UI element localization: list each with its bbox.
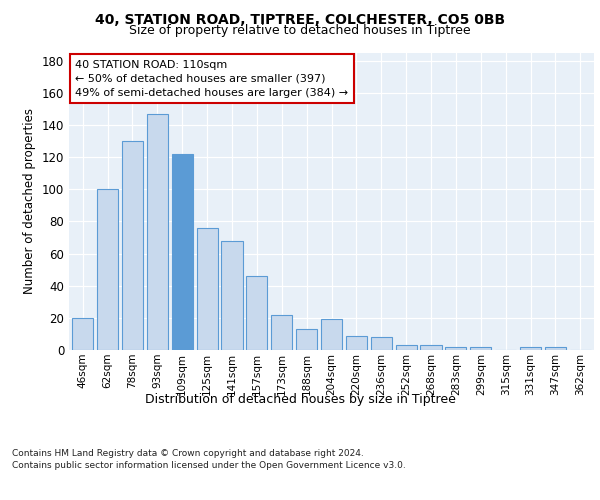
Text: Distribution of detached houses by size in Tiptree: Distribution of detached houses by size … bbox=[145, 392, 455, 406]
Bar bbox=[346, 336, 367, 350]
Bar bbox=[271, 314, 292, 350]
Bar bbox=[545, 347, 566, 350]
Bar bbox=[246, 276, 268, 350]
Text: 40, STATION ROAD, TIPTREE, COLCHESTER, CO5 0BB: 40, STATION ROAD, TIPTREE, COLCHESTER, C… bbox=[95, 12, 505, 26]
Bar bbox=[147, 114, 168, 350]
Bar bbox=[122, 141, 143, 350]
Bar bbox=[197, 228, 218, 350]
Bar bbox=[321, 320, 342, 350]
Bar bbox=[72, 318, 93, 350]
Bar bbox=[520, 347, 541, 350]
Text: 40 STATION ROAD: 110sqm
← 50% of detached houses are smaller (397)
49% of semi-d: 40 STATION ROAD: 110sqm ← 50% of detache… bbox=[76, 60, 349, 98]
Bar bbox=[221, 240, 242, 350]
Bar bbox=[421, 345, 442, 350]
Text: Contains public sector information licensed under the Open Government Licence v3: Contains public sector information licen… bbox=[12, 461, 406, 470]
Bar bbox=[296, 329, 317, 350]
Text: Contains HM Land Registry data © Crown copyright and database right 2024.: Contains HM Land Registry data © Crown c… bbox=[12, 448, 364, 458]
Bar bbox=[97, 189, 118, 350]
Bar bbox=[445, 347, 466, 350]
Y-axis label: Number of detached properties: Number of detached properties bbox=[23, 108, 36, 294]
Bar bbox=[172, 154, 193, 350]
Bar bbox=[371, 337, 392, 350]
Bar bbox=[470, 347, 491, 350]
Text: Size of property relative to detached houses in Tiptree: Size of property relative to detached ho… bbox=[129, 24, 471, 37]
Bar bbox=[395, 345, 417, 350]
